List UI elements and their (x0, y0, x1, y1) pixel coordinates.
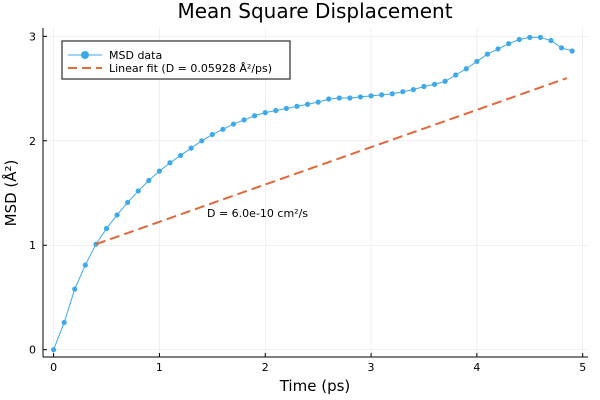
msd-data-point (294, 103, 300, 109)
msd-data-point (326, 96, 332, 102)
msd-data-point (336, 95, 342, 101)
legend-swatch-msd-marker (81, 51, 89, 59)
msd-data-point (527, 34, 533, 41)
msd-data-point (368, 93, 374, 99)
msd-data-point (177, 152, 184, 159)
msd-data-point (50, 347, 57, 353)
y-tick-label: 3 (29, 30, 36, 43)
msd-data-point (357, 94, 364, 100)
msd-data-point (400, 89, 406, 95)
msd-data-point (463, 66, 469, 72)
msd-data-point (283, 105, 289, 112)
legend-label-msd: MSD data (109, 49, 162, 62)
chart-title: Mean Square Displacement (177, 0, 452, 23)
msd-data-point (495, 46, 501, 52)
msd-data-point (347, 95, 353, 101)
msd-data-point (379, 92, 385, 98)
msd-data-point (125, 199, 131, 206)
legend-label-fit: Linear fit (D = 0.05928 Å²/ps) (109, 62, 272, 75)
series (50, 34, 575, 353)
y-tick-label: 2 (29, 135, 36, 148)
x-axis-label: Time (ps) (279, 377, 351, 395)
x-tick-label: 3 (368, 361, 375, 374)
msd-data-point (252, 113, 258, 119)
msd-data-point (114, 212, 120, 218)
msd-data-point (156, 168, 163, 174)
x-tick-label: 5 (579, 361, 586, 374)
x-ticks: 0 1 2 3 4 5 (50, 353, 586, 374)
y-tick-label: 0 (29, 344, 36, 357)
msd-data-point (304, 101, 311, 107)
msd-data-point (82, 262, 88, 268)
msd-data-point (230, 121, 237, 127)
msd-data-point (241, 117, 247, 123)
msd-data-point (61, 319, 67, 326)
legend-box (61, 40, 291, 80)
grid (43, 28, 588, 357)
msd-data-point (569, 48, 575, 54)
msd-data-point (453, 72, 459, 78)
y-ticks: 0 1 2 3 (29, 30, 47, 357)
msd-data-point (209, 131, 215, 138)
y-tick-label: 1 (29, 239, 36, 252)
x-tick-label: 0 (50, 361, 57, 374)
msd-data-point (188, 145, 194, 151)
msd-data-point (431, 81, 438, 87)
msd-data-point (558, 45, 565, 51)
linear-fit-line (95, 77, 568, 246)
x-tick-label: 2 (262, 361, 269, 374)
msd-data-point (262, 110, 268, 116)
msd-data-point (442, 78, 448, 84)
msd-data-line (53, 36, 573, 350)
msd-data-point (103, 225, 110, 232)
msd-data-point (146, 177, 152, 184)
annotation-diffusion: D = 6.0e-10 cm²/s (207, 207, 308, 220)
msd-data-point (548, 37, 554, 44)
msd-data-point (220, 126, 226, 132)
msd-data-point (199, 138, 205, 144)
msd-data-point (474, 58, 480, 65)
msd-data-point (506, 41, 512, 47)
msd-data-point (421, 83, 427, 90)
axes (42, 28, 588, 358)
msd-data-point (273, 107, 279, 114)
legend: MSD data Linear fit (D = 0.05928 Å²/ps) (61, 40, 291, 80)
msd-data-point (167, 160, 173, 166)
msd-data-point (484, 51, 491, 57)
msd-data-point (410, 87, 416, 93)
x-tick-label: 4 (473, 361, 480, 374)
y-axis-label: MSD (Å²) (1, 160, 20, 227)
msd-data-point (135, 188, 141, 194)
x-tick-label: 1 (156, 361, 163, 374)
msd-data-point (389, 91, 395, 97)
msd-data-point (516, 36, 522, 43)
msd-data-point (315, 99, 321, 105)
msd-data-point (72, 286, 78, 292)
msd-data-point (537, 34, 543, 41)
